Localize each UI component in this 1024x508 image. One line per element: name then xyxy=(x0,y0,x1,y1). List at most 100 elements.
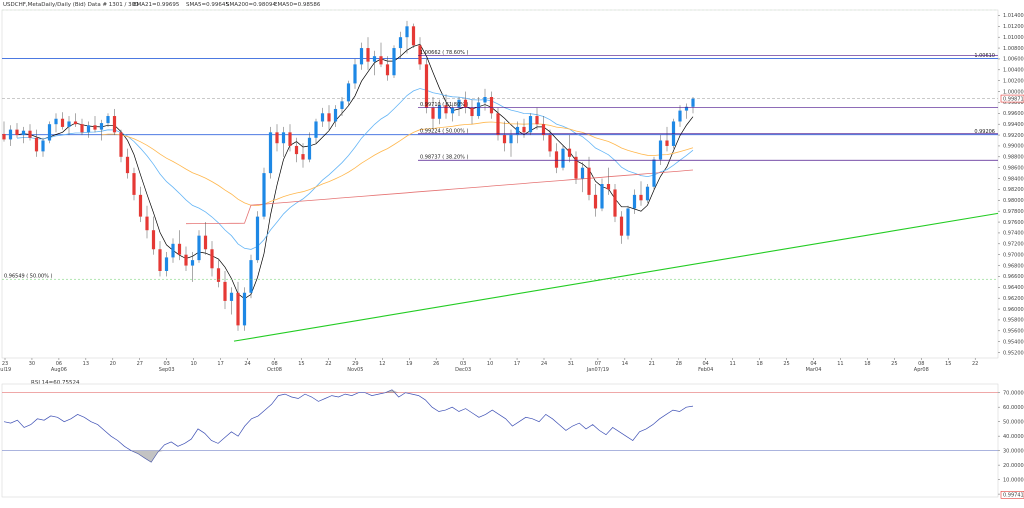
candle-body xyxy=(600,184,604,209)
x-tick-label: 24 xyxy=(244,361,250,367)
x-tick-label: 23 xyxy=(2,361,8,367)
y-tick-label: 0.98800 xyxy=(1003,155,1024,161)
ma-line-sma5 xyxy=(16,43,694,300)
candle-body xyxy=(99,123,104,130)
candle-body xyxy=(535,116,539,125)
fib-label: 0.96549 ( 50.00% ) xyxy=(4,274,52,280)
candle-body xyxy=(424,64,429,108)
candle-body xyxy=(190,260,195,266)
x-tick-label: 18 xyxy=(864,361,870,367)
x-month-label: Feb04 xyxy=(698,367,713,373)
x-tick-label: 20 xyxy=(110,361,116,367)
ema21-header: EMA21=0.99695 xyxy=(133,2,180,8)
candle-body xyxy=(262,173,266,217)
candle-body xyxy=(632,194,637,209)
rsi-line xyxy=(3,389,694,463)
current-price-box xyxy=(1000,94,1024,103)
x-tick-label: 28 xyxy=(676,361,682,367)
candle-body xyxy=(626,208,630,236)
y-tick-label: 0.97600 xyxy=(1003,220,1024,226)
x-month-label: Nov05 xyxy=(347,367,363,373)
candle-body xyxy=(106,116,110,124)
ma-line-sma200 xyxy=(185,169,694,225)
candle-body xyxy=(119,132,123,157)
candle-body xyxy=(502,135,507,144)
candle-body xyxy=(444,105,448,114)
x-tick-label: 03 xyxy=(460,361,466,367)
candle-body xyxy=(249,260,253,293)
level-label: 0.99206 xyxy=(974,129,995,135)
candle-body xyxy=(41,140,45,152)
candle-body xyxy=(678,110,682,122)
x-tick-label: 12 xyxy=(379,361,385,367)
candle-body xyxy=(346,83,351,102)
y-tick-label: 0.95200 xyxy=(1003,350,1024,356)
y-tick-label: 1.00600 xyxy=(1003,57,1024,63)
candle-body xyxy=(67,121,71,127)
candle-body xyxy=(112,116,117,133)
candle-body xyxy=(645,186,650,201)
candle-body xyxy=(593,194,598,209)
y-tick-label: 0.96800 xyxy=(1003,263,1024,269)
x-month-label: Oct08 xyxy=(267,367,282,373)
candle-body xyxy=(483,97,487,103)
candle-body xyxy=(515,126,520,136)
candle-body xyxy=(145,216,149,231)
candle-body xyxy=(398,37,403,49)
candle-body xyxy=(125,156,130,174)
x-tick-label: 22 xyxy=(325,361,331,367)
candle-body xyxy=(73,121,78,125)
x-tick-label: 17 xyxy=(217,361,223,367)
candle-body xyxy=(28,130,32,138)
rsi-tick-label: 70.00000 xyxy=(1003,390,1024,396)
candle-body xyxy=(392,48,396,76)
y-tick-label: 0.96200 xyxy=(1003,296,1024,302)
candle-body xyxy=(242,292,247,326)
candle-body xyxy=(223,281,227,301)
y-tick-label: 1.01000 xyxy=(1003,35,1024,41)
x-tick-label: 04 xyxy=(703,361,709,367)
x-month-label: Aug06 xyxy=(51,367,67,373)
y-tick-label: 0.96400 xyxy=(1003,285,1024,291)
y-tick-label: 0.98400 xyxy=(1003,176,1024,182)
candle-body xyxy=(470,107,474,117)
candle-body xyxy=(684,106,689,111)
rsi-oversold-shade xyxy=(131,450,165,463)
y-tick-label: 0.96600 xyxy=(1003,274,1024,280)
candle-body xyxy=(587,167,591,195)
rsi-tick-label: 60.00000 xyxy=(1003,405,1024,411)
rsi-tick-label: 30.00000 xyxy=(1003,448,1024,454)
candle-body xyxy=(541,124,546,136)
candle-body xyxy=(476,102,481,117)
candle-body xyxy=(236,292,240,326)
x-month-label: Jul19 xyxy=(0,367,11,373)
candle-body xyxy=(327,113,331,122)
x-tick-label: 03 xyxy=(164,361,170,367)
candle-body xyxy=(197,235,201,261)
y-tick-label: 0.96000 xyxy=(1003,307,1024,313)
candle-body xyxy=(281,132,286,144)
candle-body xyxy=(366,48,370,62)
candle-body xyxy=(158,249,162,271)
x-tick-label: 31 xyxy=(568,361,574,367)
x-month-label: Sep03 xyxy=(159,367,175,373)
y-tick-label: 1.00800 xyxy=(1003,46,1024,52)
candle-body xyxy=(80,124,84,133)
candle-body xyxy=(340,101,344,109)
candle-body xyxy=(613,189,617,217)
x-tick-label: 30 xyxy=(29,361,35,367)
candle-body xyxy=(164,257,169,271)
candle-body xyxy=(574,156,578,179)
candle-body xyxy=(418,45,422,65)
candle-body xyxy=(379,56,383,65)
candle-body xyxy=(255,216,260,261)
main-frame xyxy=(1,9,999,359)
candle-body xyxy=(691,98,695,107)
y-tick-label: 0.97400 xyxy=(1003,231,1024,237)
x-tick-label: 25 xyxy=(783,361,789,367)
candle-body xyxy=(359,48,364,65)
candle-body xyxy=(177,243,182,255)
symbol-header: USDCHF,MetaDaily/Daily (Bid) Data # 1301… xyxy=(3,2,139,8)
trendline xyxy=(233,212,999,342)
